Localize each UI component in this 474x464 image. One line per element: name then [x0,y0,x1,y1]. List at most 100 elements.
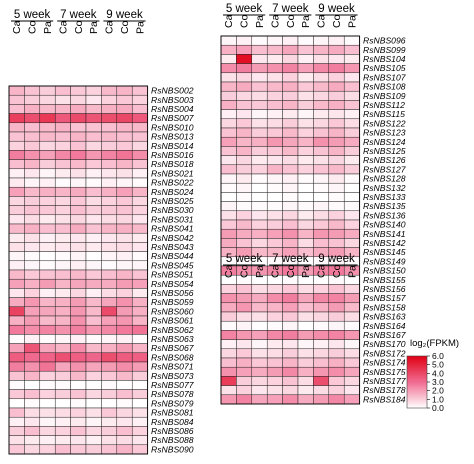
heatmap-cell [85,306,102,317]
heatmap-cell [70,85,87,96]
column-label: Co [331,264,343,278]
heatmap-cell [266,311,283,322]
heatmap-cell [116,370,133,381]
heatmap-cell [328,182,345,193]
gene-row-label: RsNBS108 [363,82,406,92]
heatmap-cell [131,242,148,252]
heatmap-cell [343,302,360,313]
heatmap-cell [266,63,283,74]
heatmap-cell [236,385,253,396]
heatmap-cell [85,361,102,372]
week-group-label: 5 week [226,3,263,15]
gene-row-label: RsNBS174 [363,358,406,368]
heatmap-cell [313,35,330,46]
heatmap-cell [8,122,25,133]
column-label: Co [331,14,343,28]
heatmap-cell [220,109,237,120]
heatmap-cell [39,444,56,455]
heatmap-cell [297,90,314,101]
heatmap-cell [236,63,253,74]
heatmap-cell [8,140,25,151]
heatmap-cell [282,72,299,83]
heatmap-cell [39,352,56,363]
heatmap-cell [313,192,330,202]
gene-row-label: RsNBS067 [151,343,195,353]
heatmap-cell [101,398,118,409]
heatmap-cell [251,394,268,405]
heatmap-cell [8,315,25,326]
heatmap-cell [220,348,237,359]
heatmap-cell [39,113,56,124]
heatmap-cell [313,394,330,405]
heatmap-cell [85,260,102,271]
heatmap-cell [220,210,237,221]
heatmap-cell [297,210,314,221]
heatmap-cell [251,72,268,83]
heatmap-cell [24,104,41,114]
heatmap-cell [328,238,345,248]
heatmap-cell [131,186,148,197]
heatmap-cell [85,370,102,381]
heatmap-cell [131,334,148,344]
heatmap-cell [328,146,345,156]
colorbar-tick-label: 5.0 [432,360,444,370]
heatmap-cell [85,444,102,455]
heatmap-cell [116,214,133,225]
heatmap-cell [116,140,133,151]
heatmap-cell [220,81,237,92]
heatmap-cell [236,136,253,147]
heatmap-cell [54,343,71,354]
heatmap-cell [297,293,314,304]
heatmap-cell [313,219,330,230]
heatmap-cell [220,238,237,248]
column-label: Ca [269,264,281,278]
heatmap-cell [8,214,25,225]
heatmap-cell [101,389,118,400]
heatmap-cell [70,444,87,455]
heatmap-cell [70,407,87,418]
week-group-label: 9 week [318,3,355,15]
heatmap-cell [70,260,87,271]
heatmap-cell [54,168,71,179]
heatmap-cell [8,205,25,216]
gene-row-label: RsNBS135 [363,201,406,211]
heatmap-cell [266,348,283,359]
heatmap-cell [116,426,133,436]
heatmap-cell [236,293,253,304]
heatmap-cell [85,352,102,363]
heatmap-cell [85,334,102,344]
heatmap-cell [70,315,87,326]
heatmap-cell [282,366,299,377]
heatmap-cell [251,339,268,350]
column-label: Pa [346,15,358,28]
heatmap-cell [236,146,253,156]
heatmap-cell [220,182,237,193]
heatmap-cell [70,113,87,124]
heatmap-cell [282,385,299,396]
gene-row-label: RsNBS077 [151,380,195,390]
heatmap-cell [24,232,41,243]
heatmap-cell [54,361,71,372]
heatmap-cell [266,320,283,331]
heatmap-cell [101,444,118,455]
gene-row-label: RsNBS132 [363,183,406,193]
heatmap-cell [343,284,360,294]
heatmap-cell [251,109,268,120]
heatmap-cell [313,376,330,386]
heatmap-cell [39,416,56,427]
heatmap-cell [39,370,56,381]
gene-row-label: RsNBS127 [363,164,407,174]
heatmap-cell [343,385,360,396]
heatmap-cell [343,366,360,377]
heatmap-cell [101,251,118,262]
heatmap-cell [131,131,148,142]
heatmap-cell [236,118,253,129]
heatmap-cell [282,173,299,184]
heatmap-cell [282,339,299,350]
heatmap-cell [85,140,102,151]
gene-row-label: RsNBS155 [363,275,406,285]
heatmap-cell [116,444,133,455]
heatmap-cell [85,288,102,298]
